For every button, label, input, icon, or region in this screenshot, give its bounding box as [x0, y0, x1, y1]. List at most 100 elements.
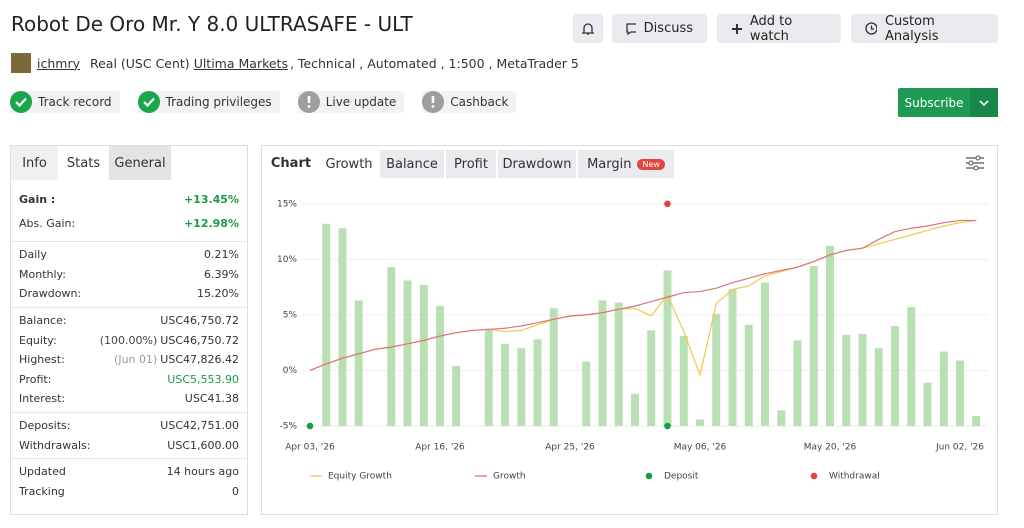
- author-link[interactable]: ichmry: [37, 55, 80, 71]
- stats-label: Balance:: [19, 314, 67, 328]
- stats-label: Abs. Gain:: [19, 216, 76, 230]
- subscribe-button[interactable]: Subscribe: [898, 88, 998, 117]
- stats-value-wrap: USC46,750.72: [160, 314, 239, 327]
- account: Real (USC Cent): [89, 55, 190, 71]
- stats-row: Monthly: 6.39%: [19, 265, 239, 285]
- bell-button[interactable]: [573, 14, 603, 43]
- bar: [403, 280, 412, 426]
- badge: Live update: [297, 91, 405, 113]
- chart: 15% 10% 5% 0% -5% Apr 03, '26 Apr 16, '26 Apr 2…: [277, 199, 988, 482]
- bar: [842, 334, 851, 426]
- stats-row: Deposits: USC42,751.00: [19, 416, 239, 436]
- stats-tab[interactable]: Info: [11, 146, 58, 180]
- stats-group: Deposits: USC42,751.00 Withdrawals: USC1,60…: [11, 413, 247, 459]
- stats-row: Gain : +13.45%: [19, 187, 239, 211]
- stats-row: Tracking 0: [19, 482, 239, 502]
- stats-value-wrap: USC41.38: [185, 392, 239, 405]
- badge-label: Trading privileges: [165, 95, 272, 109]
- stats-label: Profit:: [19, 372, 52, 386]
- stats-label: Interest:: [19, 392, 66, 406]
- stats-group: Gain : +13.45% Abs. Gain: +12.98%: [11, 181, 247, 242]
- legend-label: Growth: [493, 472, 526, 482]
- bar: [858, 333, 867, 426]
- line: [309, 219, 977, 371]
- stats-value-wrap: (Jun 01) USC47,826.42: [114, 353, 239, 366]
- new-badge: New: [637, 158, 665, 170]
- stats-label: Deposits:: [19, 419, 71, 433]
- plus-icon: [732, 23, 742, 34]
- legend-label: Withdrawal: [829, 472, 880, 482]
- stats-value-wrap: 14 hours ago: [167, 465, 239, 478]
- bar: [923, 382, 932, 426]
- broker-link[interactable]: Ultima Markets: [193, 55, 288, 71]
- chart-tab[interactable]: Growth: [318, 150, 380, 178]
- stats-label: Highest:: [19, 353, 65, 367]
- stats-value: USC46,750.72: [160, 333, 239, 347]
- meta-row: ichmry Real (USC Cent) Ultima Markets , …: [11, 53, 579, 73]
- stats-label: Equity:: [19, 333, 57, 347]
- bar: [874, 348, 883, 426]
- chart-tab[interactable]: Margin New: [578, 150, 674, 178]
- watch-button[interactable]: Add to watch: [717, 13, 841, 44]
- details: , Technical , Automated , 1:500 , MetaTr…: [289, 55, 579, 71]
- badge-label: Live update: [325, 95, 397, 109]
- button-label: Add to watch: [749, 13, 793, 44]
- stats-row: Highest: (Jun 01) USC47,826.42: [19, 350, 239, 370]
- bar: [354, 300, 363, 426]
- y-tick-label: 10%: [277, 255, 297, 265]
- chat-icon: [626, 22, 636, 35]
- x-tick-label: May 06, '26: [674, 443, 727, 453]
- point: [664, 200, 671, 208]
- stats-tab[interactable]: Stats: [58, 146, 109, 180]
- y-tick-label: 5%: [283, 310, 298, 320]
- stats-value: 0: [232, 484, 239, 498]
- y-tick-label: -5%: [279, 422, 297, 432]
- stats-value: USC1,600.00: [167, 438, 239, 452]
- chart-tab[interactable]: Drawdown: [498, 150, 576, 178]
- discuss-button[interactable]: Discuss: [612, 14, 707, 43]
- stats-note: (100.00%): [99, 333, 158, 347]
- stats-value-wrap: 15.20%: [197, 287, 239, 300]
- stats-value: +13.45%: [183, 192, 239, 206]
- analysis-button[interactable]: Custom Analysis: [851, 14, 998, 44]
- bar: [777, 410, 786, 426]
- chevron: [979, 99, 989, 106]
- dropdown[interactable]: [970, 88, 998, 117]
- bar: [939, 351, 948, 426]
- stats-label: Tracking: [19, 484, 65, 498]
- stats-row: Balance: USC46,750.72: [19, 311, 239, 331]
- badge-icon: [137, 91, 160, 113]
- stats-value: 15.20%: [197, 287, 239, 301]
- stats-tab[interactable]: General: [109, 146, 171, 180]
- stats-value: USC5,553.90: [167, 372, 239, 386]
- bar: [614, 302, 623, 426]
- stats-value: 0.21%: [204, 248, 239, 262]
- settings-icon[interactable]: [965, 154, 985, 172]
- badge-icon: [422, 91, 445, 113]
- x-tick-label: Apr 03, '26: [285, 443, 335, 453]
- button-label: Discuss: [643, 21, 693, 36]
- chart-panel: Chart Growth Balance Profit Drawdown Margin N…: [261, 145, 998, 515]
- chart-tab[interactable]: Profit: [446, 150, 496, 178]
- chart-tab[interactable]: Balance: [380, 150, 444, 178]
- stats-value-wrap: USC42,751.00: [160, 419, 239, 432]
- avatar: [11, 53, 31, 73]
- stats-value-wrap: +12.98%: [184, 217, 239, 230]
- stats-value-wrap: 0: [232, 485, 239, 498]
- stats-value: 14 hours ago: [166, 465, 239, 479]
- stats-value: USC47,826.42: [160, 353, 239, 367]
- stats-row: Abs. Gain: +12.98%: [19, 211, 239, 235]
- bar: [891, 326, 899, 426]
- stats-value-wrap: USC1,600.00: [167, 439, 239, 452]
- stats-row: Updated 14 hours ago: [19, 462, 239, 482]
- stats-panel: Info Stats General Gain : +13.45% Abs. Gain:…: [10, 145, 248, 515]
- bar: [809, 266, 818, 426]
- stats-label: Monthly:: [19, 267, 66, 281]
- point: [306, 422, 314, 430]
- bar: [631, 393, 639, 426]
- chart-tabs: Chart Growth Balance Profit Drawdown Margin N…: [262, 146, 997, 181]
- bar: [436, 306, 444, 426]
- bar: [419, 284, 428, 426]
- bar: [533, 339, 542, 426]
